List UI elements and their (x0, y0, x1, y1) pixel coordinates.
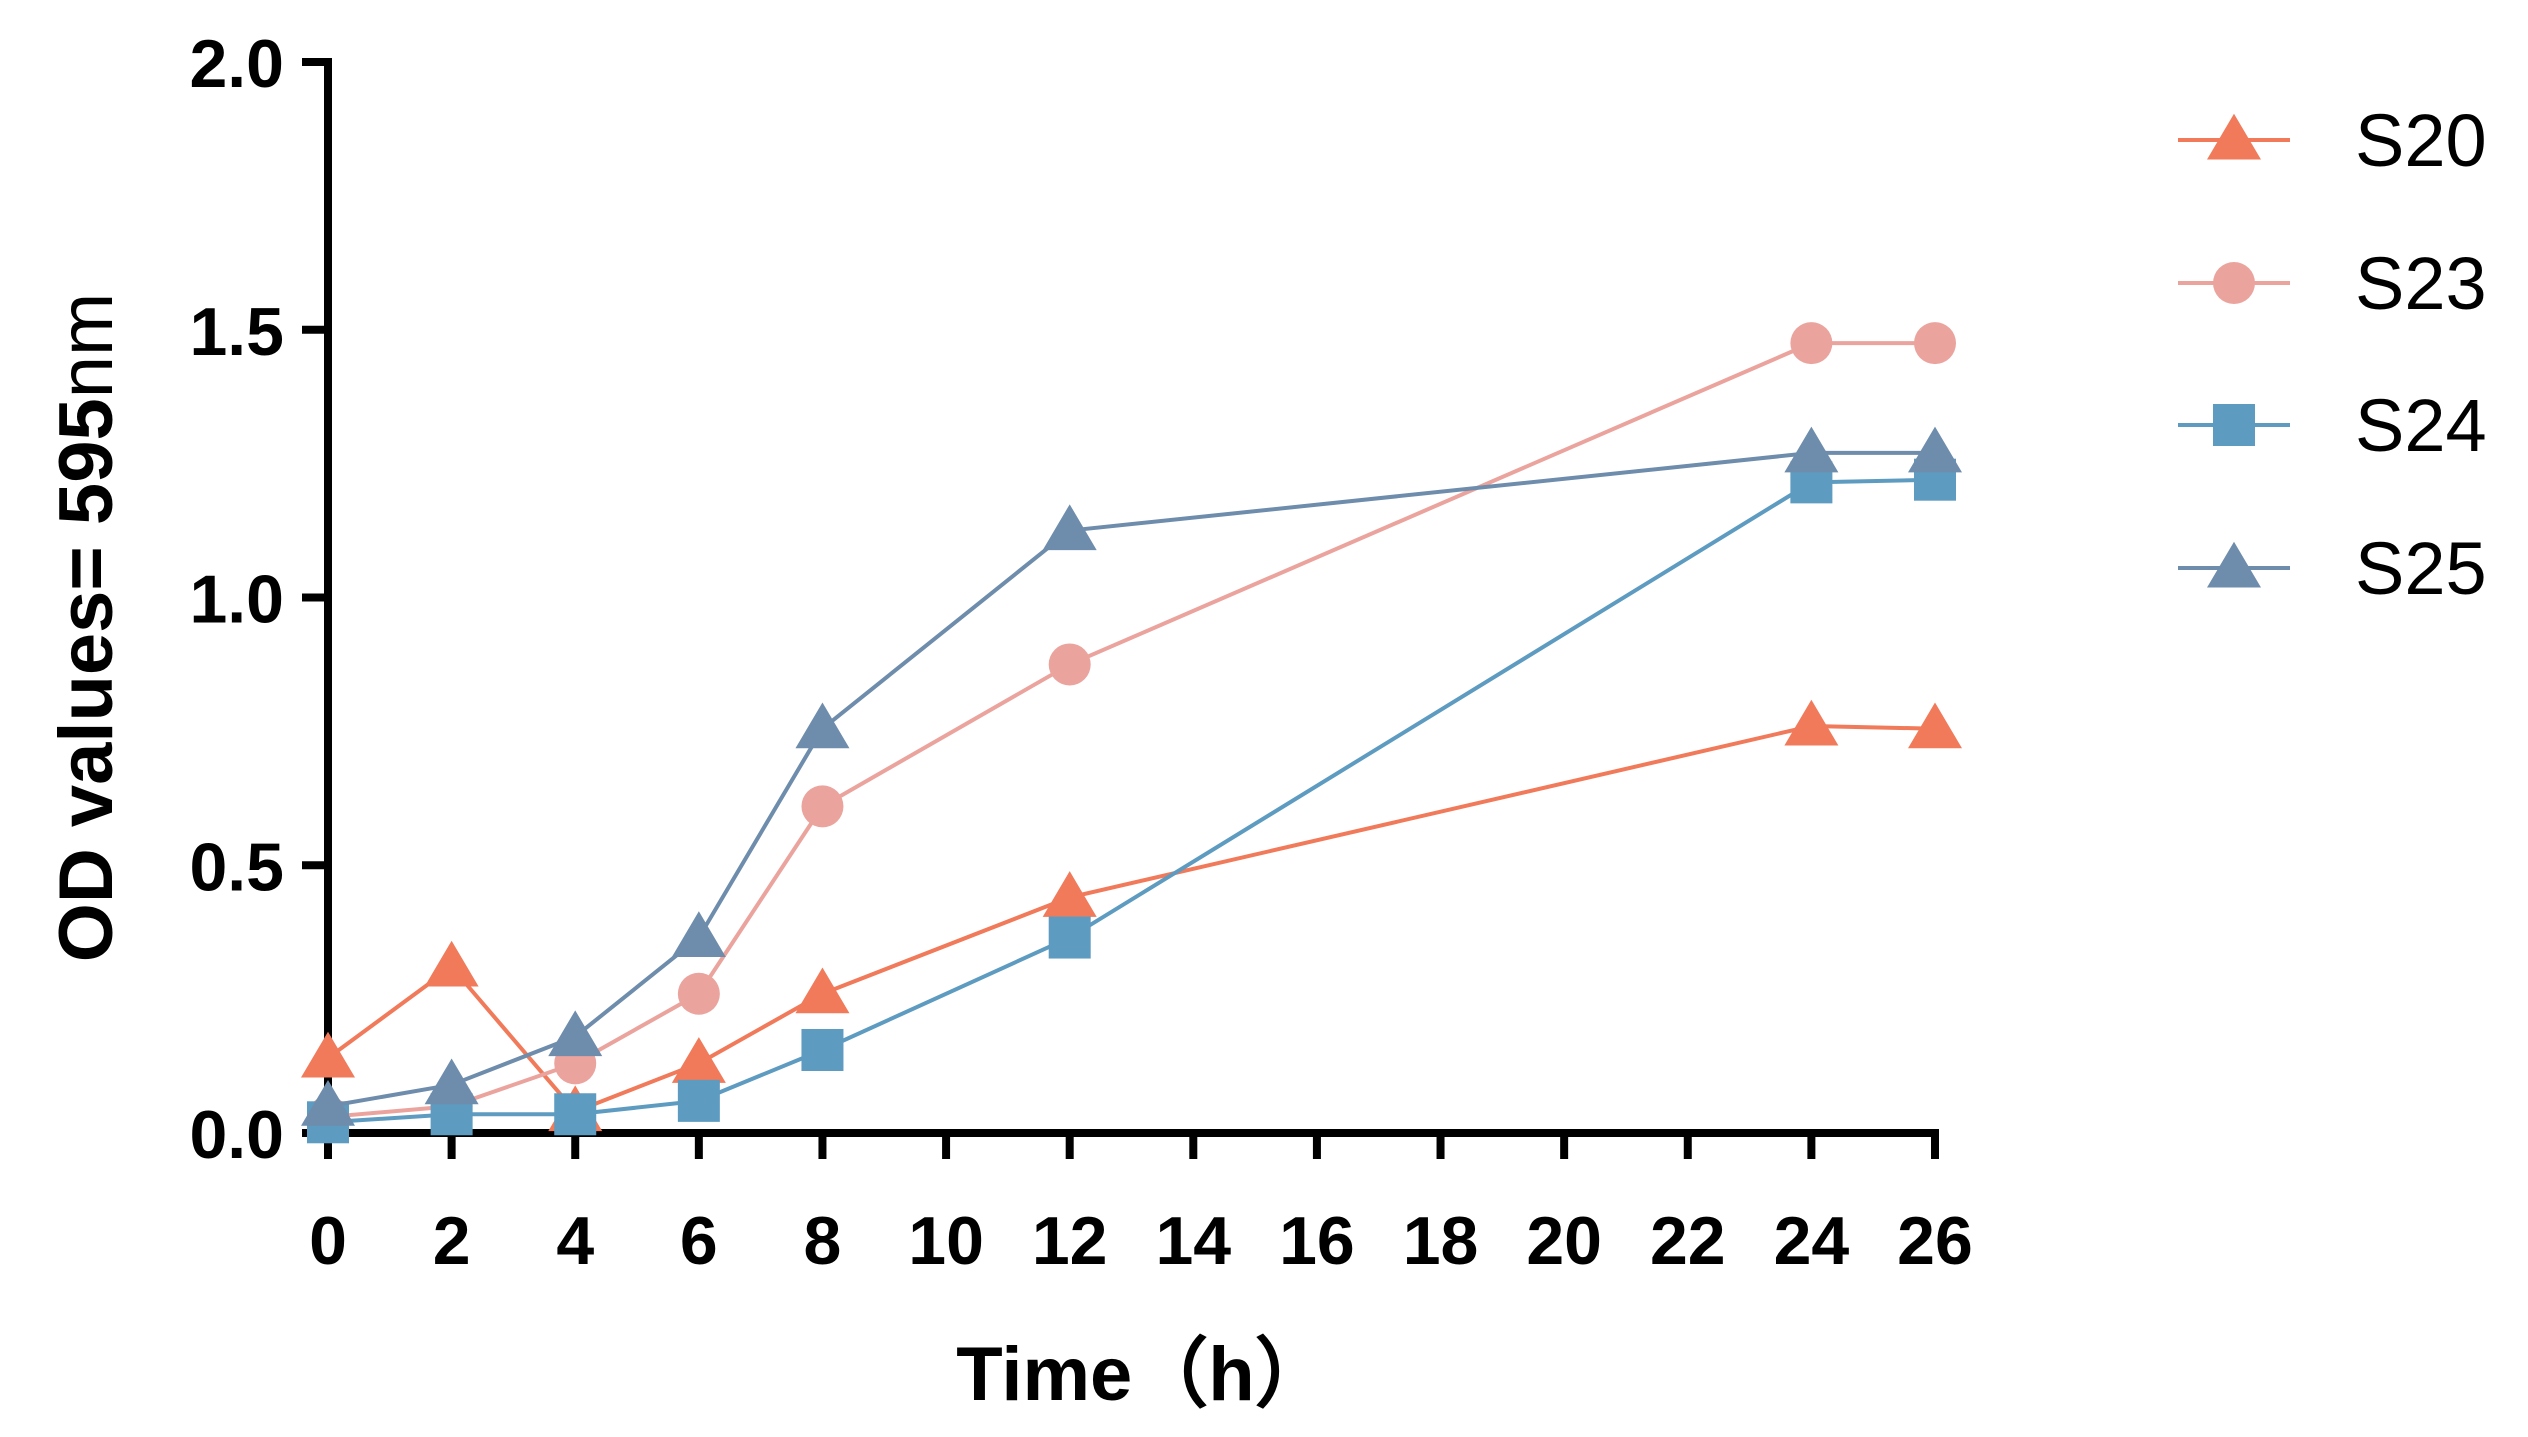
data-point-s25 (795, 702, 850, 749)
x-tick-label: 4 (556, 1203, 594, 1279)
data-point-s25 (1908, 426, 1962, 473)
y-tick-label: 1.0 (189, 562, 284, 638)
series-line-s25 (327, 450, 1935, 1109)
data-point-s24 (677, 1079, 720, 1122)
legend-group: S20 S23 S24 S25 (2178, 99, 2487, 610)
x-tick-label: 20 (1526, 1203, 1602, 1279)
x-tick-label: 6 (680, 1203, 718, 1279)
data-point-s25 (548, 1010, 603, 1057)
y-tick-label: 2.0 (189, 26, 284, 102)
y-tick-label: 0.0 (189, 1097, 284, 1173)
legend-marker-s23 (2213, 262, 2255, 304)
data-point-s23 (1790, 322, 1833, 365)
x-tick-label: 26 (1897, 1203, 1973, 1279)
x-tick-label: 22 (1650, 1203, 1726, 1279)
legend-marker-s24 (2213, 404, 2255, 446)
data-point-s20 (1908, 702, 1962, 749)
x-tick-label: 12 (1032, 1203, 1108, 1279)
legend-label-s25: S25 (2355, 527, 2487, 610)
x-tick-label: 8 (804, 1203, 842, 1279)
data-point-s25 (424, 1058, 479, 1105)
legend-label-s23: S23 (2355, 242, 2487, 325)
y-axis-title-main: OD values= 595 (44, 398, 129, 962)
data-point-s20 (301, 1031, 355, 1078)
data-point-s20 (424, 940, 479, 987)
data-point-s20 (1042, 871, 1097, 917)
data-point-s20 (1784, 699, 1839, 746)
x-tick-label: 0 (309, 1203, 347, 1279)
y-axis-title: OD values= 595nm (44, 293, 129, 963)
x-tick-label: 16 (1279, 1203, 1355, 1279)
data-point-s25 (1784, 426, 1839, 473)
data-point-s25 (671, 911, 726, 958)
data-point-s25 (1042, 504, 1097, 551)
x-tick-label: 10 (908, 1203, 984, 1279)
legend-marker-s25 (2207, 541, 2261, 588)
data-point-s23 (1914, 322, 1956, 365)
data-point-s24 (554, 1093, 597, 1136)
data-point-s24 (801, 1028, 844, 1071)
axes-group: 0.00.51.01.52.00 2 4 6 8 10 12 14 16 18 20 22 24 26Ti… (44, 26, 1973, 1417)
data-point-s24 (1048, 916, 1091, 959)
y-tick-label: 0.5 (189, 829, 284, 905)
data-point-s25 (301, 1079, 355, 1126)
x-tick-label: 18 (1403, 1203, 1479, 1279)
data-point-s20 (671, 1037, 726, 1083)
series-line-s20 (326, 724, 1936, 1114)
x-tick-label: 2 (433, 1203, 471, 1279)
data-point-s23 (1048, 643, 1091, 686)
x-tick-label: 14 (1155, 1203, 1231, 1279)
x-axis-title: Time（h） (956, 1332, 1330, 1417)
y-axis-title-unit: nm (44, 293, 129, 399)
data-point-s23 (801, 785, 844, 828)
series-line-s23 (327, 341, 1935, 1119)
legend-label-s24: S24 (2355, 384, 2487, 467)
legend-label-s20: S20 (2355, 99, 2487, 182)
x-tick-label: 24 (1774, 1203, 1850, 1279)
y-tick-label: 1.5 (189, 294, 284, 370)
data-point-s23 (677, 972, 720, 1015)
series-group (301, 322, 1962, 1144)
legend-marker-s20 (2207, 113, 2261, 160)
data-point-s20 (795, 967, 850, 1014)
